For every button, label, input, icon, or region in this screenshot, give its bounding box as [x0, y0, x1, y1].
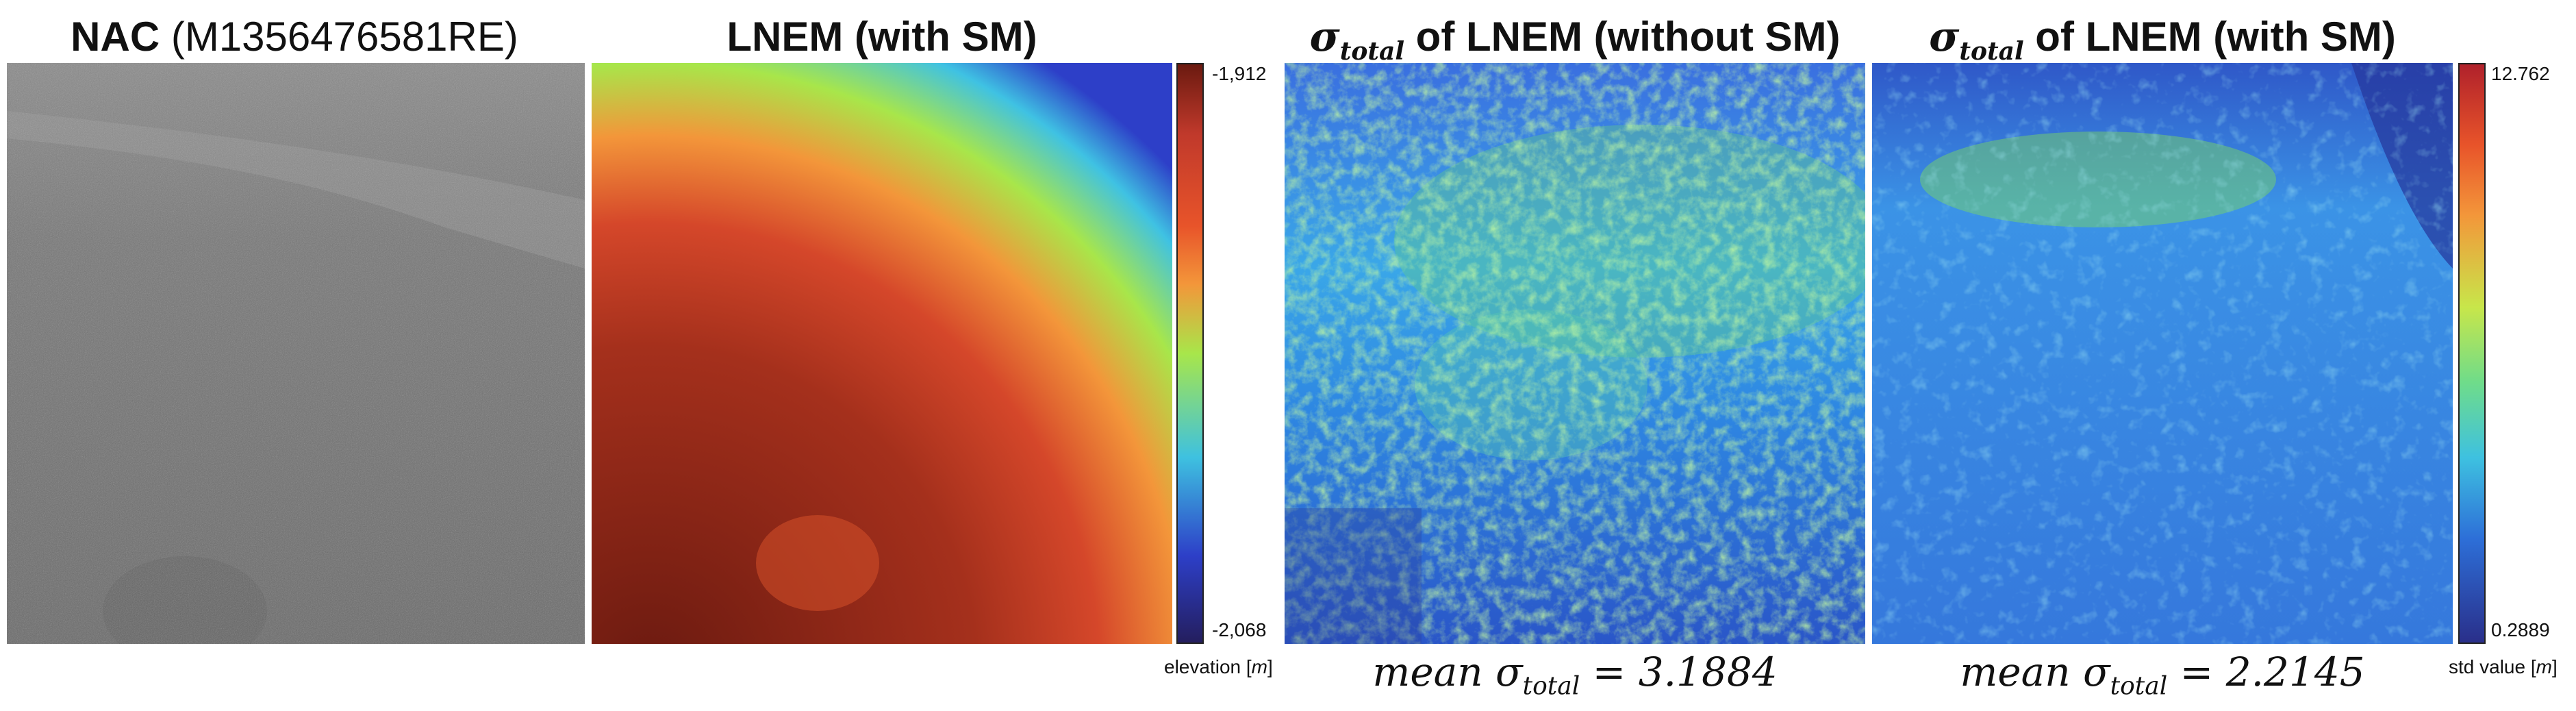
sigma-without-title-text: of LNEM (without SM) [1404, 14, 1841, 60]
mean-sigma-with-sm-caption: mean σtotal = 2.2145 [1960, 649, 2365, 701]
sigma-without-sm-title: σtotal of LNEM (without SM) [1285, 10, 1865, 66]
elevation-max-label: -1,912 [1212, 63, 1267, 84]
sigma-with-sm-image [1872, 63, 2453, 644]
sigma-without-sm-image [1285, 63, 1865, 644]
nac-title-bold: NAC [71, 14, 160, 60]
lnem-elevation-image [592, 63, 1172, 644]
sigma-symbol: σtotal [1309, 13, 1404, 66]
std-unit-label: std value [m] [2449, 656, 2558, 677]
lnem-panel-title: LNEM (with SM) [592, 10, 1172, 64]
std-colorbar [2458, 63, 2486, 644]
mean-sigma-without-sm-caption: mean σtotal = 3.1884 [1372, 649, 1778, 701]
std-max-label: 12.762 [2491, 63, 2550, 84]
elevation-colorbar [1176, 63, 1204, 644]
sigma-with-title-text: of LNEM (with SM) [2023, 14, 2396, 60]
sigma-with-sm-title: σtotal of LNEM (with SM) [1872, 10, 2453, 66]
nac-title-id: (M1356476581RE) [160, 14, 518, 60]
elevation-min-label: -2,068 [1212, 619, 1267, 640]
elevation-unit-label: elevation [m] [1164, 656, 1273, 677]
std-min-label: 0.2889 [2491, 619, 2550, 640]
sigma-symbol: σtotal [1929, 13, 2024, 66]
nac-image [7, 63, 585, 644]
lnem-title-bold: LNEM (with SM) [727, 14, 1037, 60]
nac-panel-title: NAC (M1356476581RE) [7, 10, 582, 64]
